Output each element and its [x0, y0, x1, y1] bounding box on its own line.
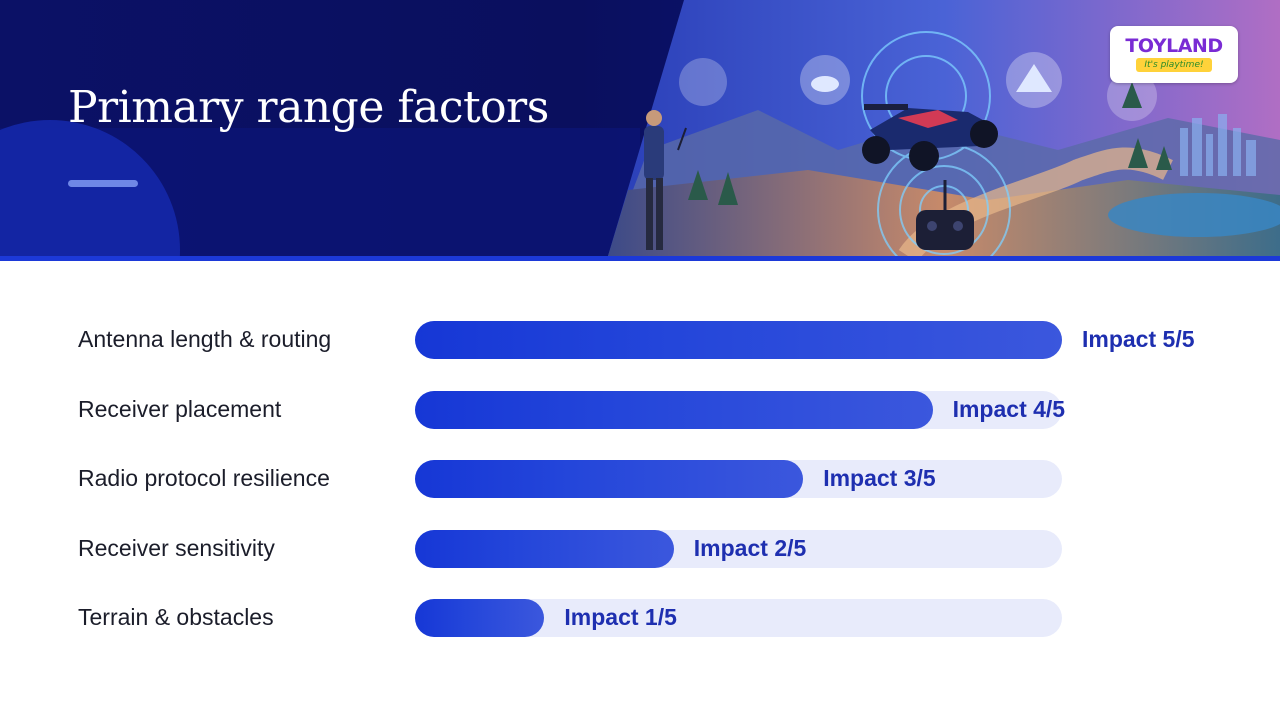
toyland-logo: TOYLAND It's playtime! — [1110, 26, 1238, 83]
impact-value-label: Impact 3/5 — [823, 465, 936, 491]
rc-car — [862, 104, 998, 171]
category-label: Receiver placement — [78, 395, 282, 422]
logo-wordmark: TOYLAND — [1125, 35, 1223, 57]
bar — [415, 390, 933, 429]
category-label: Receiver sensitivity — [78, 534, 275, 561]
impact-bar-chart: Antenna length & routing Impact 5/5 Receiv… — [0, 290, 1280, 670]
category-label: Antenna length & routing — [78, 326, 332, 352]
trees — [688, 138, 1172, 205]
category-label: Radio protocol resilience — [78, 465, 330, 491]
weather-icons — [679, 52, 1157, 121]
bar — [415, 599, 545, 637]
category-label: Terrain & obstacles — [78, 604, 274, 630]
logo-tagline: It's playtime! — [1136, 58, 1212, 72]
title-underline — [68, 180, 138, 187]
city-skyline — [1180, 114, 1256, 176]
header-banner: Primary range factors — [0, 0, 1280, 258]
bar — [415, 529, 674, 568]
impact-value-label: Impact 1/5 — [564, 604, 677, 630]
rc-transmitter — [916, 180, 974, 250]
impact-value-label: Impact 2/5 — [693, 534, 807, 561]
page-title: Primary range factors — [68, 82, 549, 133]
header-divider — [0, 256, 1280, 261]
impact-value-label: Impact 4/5 — [952, 395, 1066, 422]
lake — [1108, 193, 1280, 237]
bar — [415, 460, 804, 498]
rc-car-hero-illustration — [608, 0, 1280, 256]
bar — [415, 321, 1062, 359]
person-with-controller — [644, 110, 687, 250]
impact-value-label: Impact 5/5 — [1082, 326, 1195, 352]
